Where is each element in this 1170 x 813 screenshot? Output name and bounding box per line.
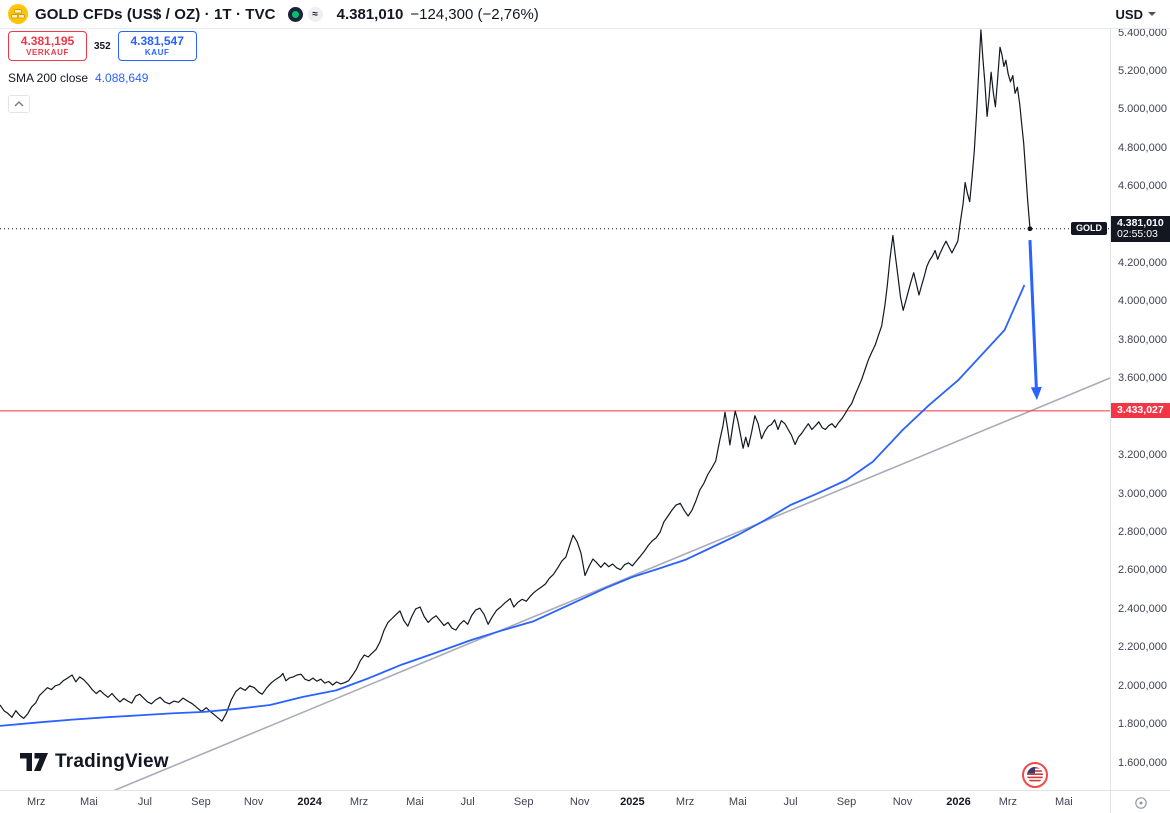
time-tick-label: Mrz: [27, 796, 46, 808]
price-tick-label: 5.000,000: [1118, 103, 1167, 116]
price-tick-label: 4.200,000: [1118, 257, 1167, 270]
price-tick-label: 4.000,000: [1118, 295, 1167, 308]
price-axis[interactable]: 4.381,010 02:55:03 3.433,027 5.400,000 5.…: [1110, 26, 1170, 790]
sell-label: VERKAUF: [26, 48, 69, 57]
alert-price-label: 3.433,027: [1111, 403, 1170, 419]
current-price-label: 4.381,010 02:55:03: [1111, 215, 1170, 242]
time-tick-label: Sep: [191, 796, 211, 808]
ascending-trendline[interactable]: [60, 377, 1110, 790]
current-price-value: 4.381,010: [1117, 216, 1164, 229]
price-chart-canvas[interactable]: [0, 0, 1110, 790]
price-tick-label: 3.800,000: [1118, 333, 1167, 346]
time-tick-label: Mrz: [349, 796, 369, 808]
price-tick-label: 2.800,000: [1118, 525, 1167, 538]
price-tick-label: 1.600,000: [1118, 756, 1167, 769]
price-tick-label: 3.600,000: [1118, 372, 1167, 385]
buy-sell-panel: 4.381,195 VERKAUF 352 4.381,547 KAUF: [8, 31, 197, 61]
indicator-legend[interactable]: SMA 200 close 4.088,649: [8, 71, 148, 85]
symbol-title[interactable]: GOLD CFDs (US$ / OZ) · 1T · TVC: [35, 5, 276, 23]
buy-button[interactable]: 4.381,547 KAUF: [117, 31, 197, 61]
tradingview-mark-icon: [20, 753, 48, 771]
time-tick-label: Mai: [80, 796, 98, 808]
time-tick-label: Mrz: [675, 796, 695, 808]
projection-arrow[interactable]: [1028, 240, 1038, 392]
price-change: −124,300 (−2,76%): [410, 5, 539, 23]
price-tick-label: 3.200,000: [1118, 449, 1167, 462]
spread-value: 352: [94, 40, 111, 52]
time-tick-label: Nov: [569, 796, 590, 808]
tradingview-wordmark: TradingView: [55, 751, 169, 772]
last-price-dot: [1027, 226, 1033, 232]
time-tick-label: Sep: [836, 796, 857, 808]
price-tick-label: 1.800,000: [1118, 718, 1167, 731]
price-tick-label: 2.600,000: [1118, 564, 1167, 577]
series-symbol-tag: GOLD: [1071, 221, 1107, 235]
price-tick-label: 3.000,000: [1118, 487, 1167, 500]
currency-label: USD: [1115, 6, 1143, 22]
time-tick-label: Jul: [137, 796, 152, 808]
approx-values-icon[interactable]: ≈: [307, 6, 323, 22]
buy-price: 4.381,547: [130, 34, 184, 48]
symbol-header: GOLD CFDs (US$ / OZ) · 1T · TVC ≈ 4.381,…: [8, 4, 539, 24]
sma-200-line: [0, 284, 1026, 727]
time-tick-label: 2025: [620, 796, 645, 808]
collapse-legend-button[interactable]: [8, 95, 30, 113]
indicator-value: 4.088,649: [95, 71, 149, 85]
axis-settings-icon[interactable]: [1110, 791, 1170, 813]
sell-button[interactable]: 4.381,195 VERKAUF: [8, 31, 87, 61]
time-tick-label: Nov: [243, 796, 264, 808]
time-tick-label: Jul: [783, 796, 798, 808]
indicator-name: SMA 200 close: [8, 71, 89, 85]
top-toolbar: GOLD CFDs (US$ / OZ) · 1T · TVC ≈ 4.381,…: [0, 0, 1170, 29]
price-tick-label: 4.800,000: [1118, 141, 1167, 154]
projection-arrow-head[interactable]: [1030, 386, 1042, 401]
price-tick-label: 2.000,000: [1118, 679, 1167, 692]
time-tick-label: 2024: [297, 796, 322, 808]
price-tick-label: 5.200,000: [1118, 64, 1167, 77]
tradingview-logo[interactable]: TradingView: [20, 751, 169, 773]
currency-selector[interactable]: USD: [1116, 7, 1156, 22]
gold-price-line: [0, 29, 1031, 722]
time-tick-label: Mai: [728, 796, 747, 808]
buy-label: KAUF: [144, 48, 170, 57]
price-tick-label: 2.200,000: [1118, 641, 1167, 654]
market-open-icon[interactable]: [287, 6, 303, 22]
time-tick-labels: Mrz Mai Jul Sep Nov 2024 Mrz Mai Jul Sep Nov 2025 Mr…: [0, 791, 1110, 813]
chevron-up-icon: [14, 101, 24, 107]
chevron-down-icon: [1148, 12, 1156, 16]
price-tick-label: 2.400,000: [1118, 602, 1167, 615]
time-tick-label: 2026: [946, 796, 971, 808]
time-axis[interactable]: Mrz Mai Jul Sep Nov 2024 Mrz Mai Jul Sep Nov 2025 Mr…: [0, 790, 1170, 813]
sell-price: 4.381,195: [20, 34, 75, 48]
price-tick-label: 5.400,000: [1118, 26, 1167, 39]
us-flag-icon[interactable]: [1022, 762, 1048, 788]
time-tick-label: Nov: [892, 796, 913, 808]
time-tick-label: Sep: [513, 796, 534, 808]
bar-countdown: 02:55:03: [1117, 227, 1158, 240]
gold-symbol-icon: [8, 4, 28, 24]
time-tick-label: Jul: [460, 796, 475, 808]
time-tick-label: Mai: [406, 796, 424, 808]
price-tick-label: 4.600,000: [1118, 180, 1167, 193]
time-tick-label: Mrz: [998, 796, 1018, 808]
last-price: 4.381,010: [336, 5, 404, 23]
us-flag-image: [1027, 767, 1043, 783]
time-tick-label: Mai: [1055, 796, 1073, 808]
